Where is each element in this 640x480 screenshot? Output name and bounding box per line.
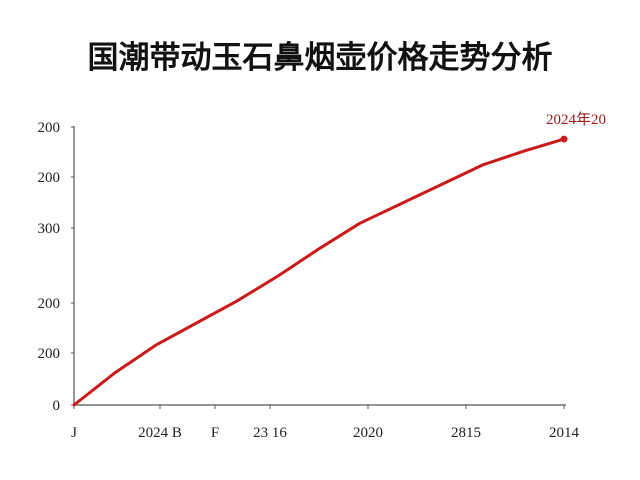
y-tick-label: 200	[38, 170, 61, 186]
chart-title: 国潮带动玉石鼻烟壶价格走势分析	[87, 40, 553, 76]
y-axis-ticks: 0 200 200 300 200 200	[38, 120, 74, 414]
y-tick-label: 200	[38, 120, 61, 136]
y-tick-label: 0	[53, 398, 61, 414]
annotations: 2024年20	[546, 111, 606, 128]
x-tick-label: 2014	[549, 425, 580, 441]
series-line	[72, 137, 566, 407]
end-point-label: 2024年20	[546, 111, 606, 128]
x-tick-label: 2815	[451, 425, 481, 441]
axes	[73, 126, 566, 406]
y-tick-label: 200	[38, 296, 61, 312]
y-tick-label: 300	[38, 221, 61, 237]
series	[72, 135, 568, 407]
x-axis-ticks: J 2024 B F 23 16 2020 2815 2014	[71, 405, 580, 441]
x-tick-label: 2024 B	[138, 425, 182, 441]
x-tick-label: 23 16	[253, 425, 287, 441]
end-point	[560, 135, 568, 143]
x-tick-label: J	[71, 425, 77, 441]
x-tick-label: F	[211, 425, 219, 441]
y-tick-label: 200	[38, 346, 61, 362]
x-tick-label: 2020	[353, 425, 383, 441]
